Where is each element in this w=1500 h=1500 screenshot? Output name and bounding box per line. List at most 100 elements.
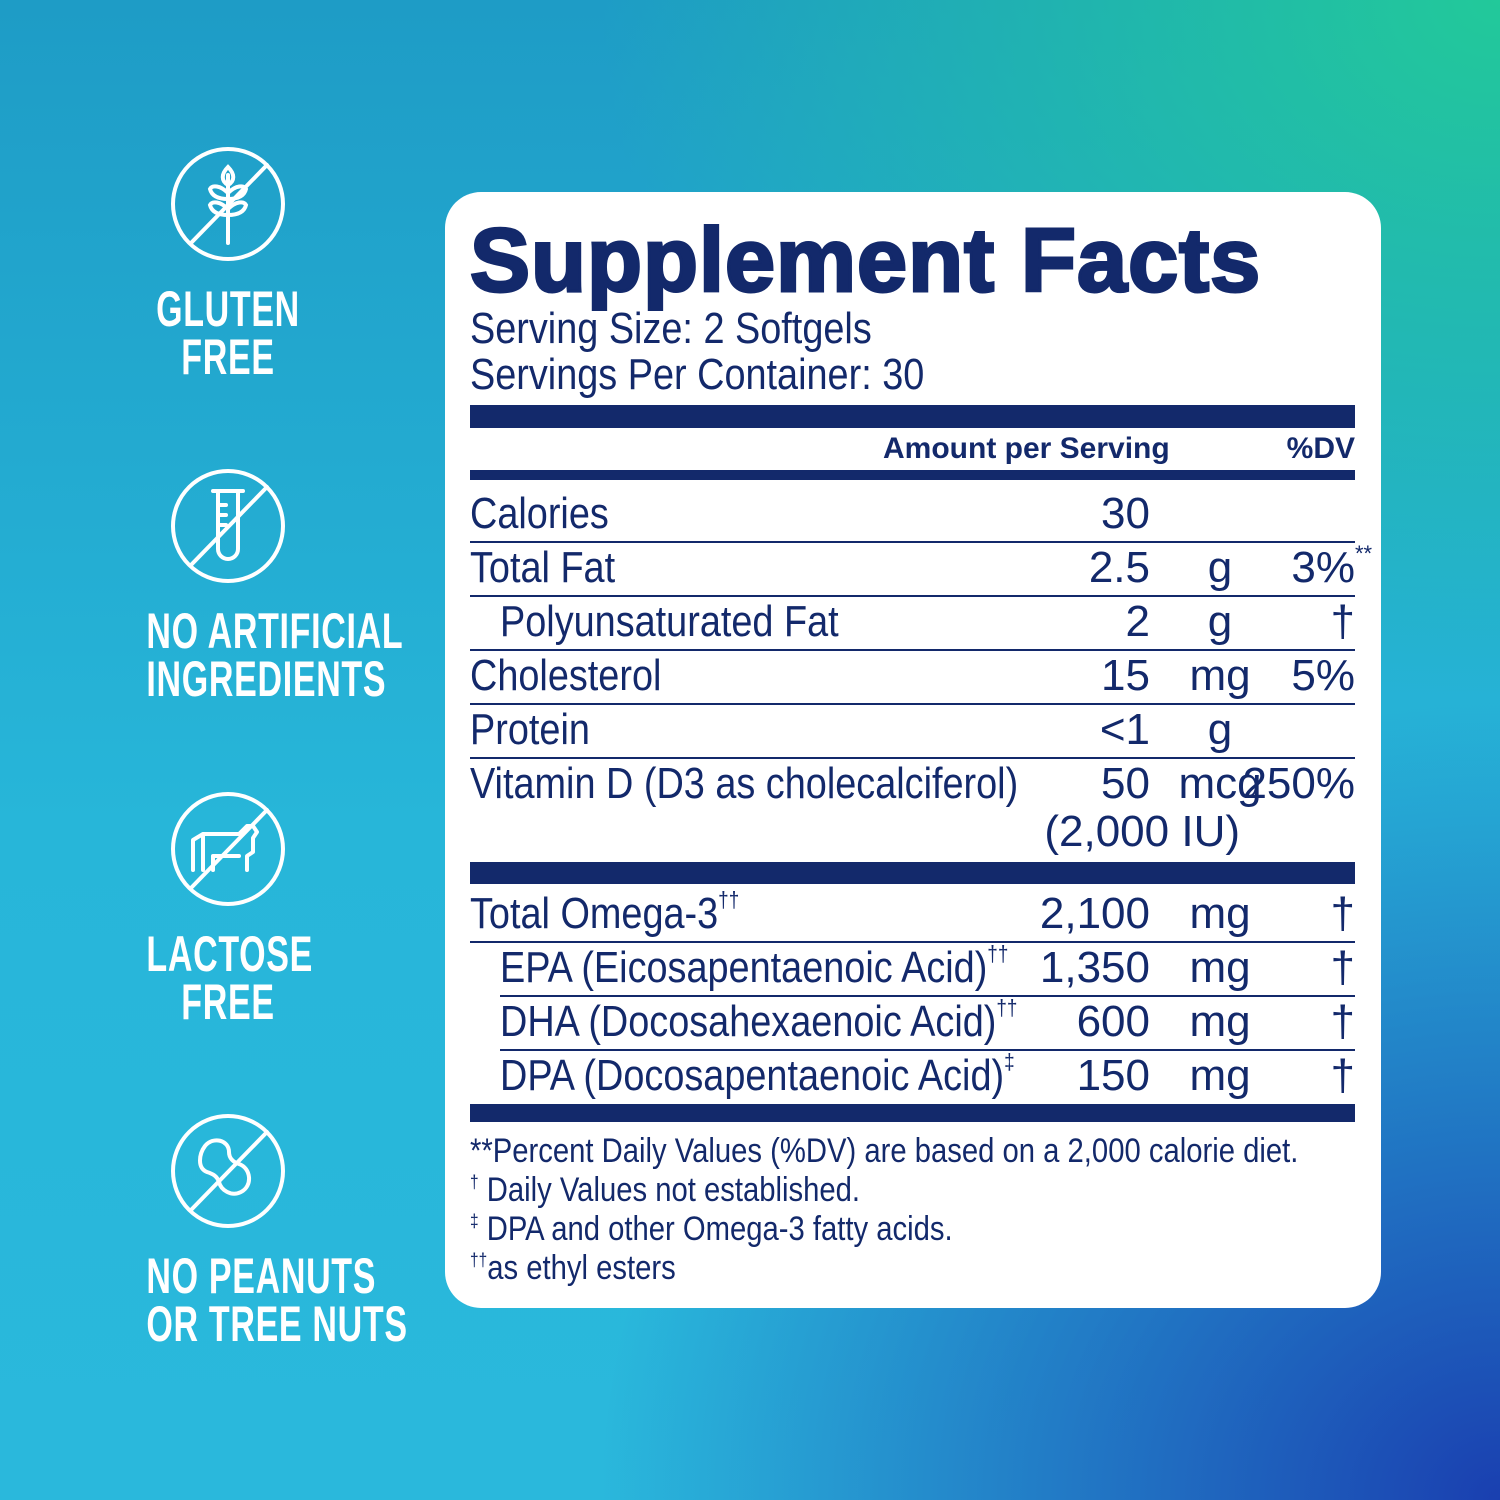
nutrient-unit: mg	[1189, 889, 1251, 938]
footnote: ‡ DPA and other Omega-3 fatty acids.	[470, 1210, 1031, 1248]
footnote-text: † Daily Values not established.	[470, 1171, 860, 1209]
divider-thick	[470, 862, 1355, 884]
row-divider	[470, 595, 1355, 597]
dv-value: †	[1330, 997, 1355, 1046]
nutrient-name-text: DPA (Docosapentaenoic Acid)	[500, 1051, 1005, 1100]
nutrient-name-text: Polyunsaturated Fat	[500, 597, 839, 646]
footnote-mark: ††	[470, 1250, 488, 1270]
nutrient-name-text: Vitamin D (D3 as cholecalciferol)	[470, 759, 1019, 808]
nutrient-name: Total Fat	[470, 543, 615, 593]
nutrient-name: Polyunsaturated Fat	[500, 597, 839, 647]
footnote: **Percent Daily Values (%DV) are based o…	[470, 1132, 1433, 1170]
nutrient-amount: 600	[1076, 997, 1150, 1046]
nutrient-name-text: Protein	[470, 705, 590, 754]
header-dv: %DV	[1286, 432, 1355, 465]
nutrient-name: DHA (Docosahexaenoic Acid)††	[500, 997, 1017, 1047]
no-lactose-cow-icon	[171, 792, 285, 906]
nutrient-name-text: EPA (Eicosapentaenoic Acid)	[500, 943, 988, 992]
nutrient-dv: †	[1331, 997, 1355, 1047]
footnote: ††as ethyl esters	[470, 1249, 709, 1287]
nutrient-dv: †	[1331, 1051, 1355, 1101]
footnote-text: **Percent Daily Values (%DV) are based o…	[470, 1132, 1298, 1170]
nutrient-name: Calories	[470, 489, 609, 539]
nutrient-name: Protein	[470, 705, 590, 755]
footnote-mark: ††	[996, 995, 1018, 1020]
badge-label: NO PEANUTS	[146, 1248, 377, 1304]
no-artificial-test-tube-icon	[171, 469, 285, 583]
nutrient-unit: g	[1207, 543, 1233, 592]
header-amount: Amount per Serving	[883, 432, 1170, 465]
badge-label: FREE	[181, 329, 275, 385]
nutrient-name-text: Total Omega-3	[470, 889, 719, 938]
nutrient-name: EPA (Eicosapentaenoic Acid)††	[500, 943, 1008, 993]
nutrient-dv: 250%	[1242, 759, 1355, 809]
nutrient-unit: g	[1207, 597, 1233, 646]
nutrient-row: Polyunsaturated Fat 2 g †	[470, 597, 1355, 651]
footnote-body: as ethyl esters	[487, 1249, 676, 1287]
badge-gluten-free: GLUTEN FREE	[108, 145, 348, 385]
footnote-mark: ††	[987, 941, 1009, 966]
nutrient-dv: †	[1331, 597, 1355, 647]
nutrient-unit: g	[1207, 705, 1233, 754]
row-divider	[470, 649, 1355, 651]
nutrient-unit: mcg	[1178, 759, 1262, 808]
nutrient-unit: mg	[1189, 1051, 1251, 1100]
nutrient-amount: 50	[1101, 759, 1150, 808]
nutrient-row: Cholesterol 15 mg 5%	[470, 651, 1355, 705]
nutrient-row: Vitamin D (D3 as cholecalciferol) 50 mcg 25…	[470, 759, 1355, 861]
nutrient-name-text: Calories	[470, 489, 609, 538]
dv-value: 250%	[1242, 759, 1355, 808]
no-peanut-icon	[171, 1114, 285, 1228]
nutrient-name-text: DHA (Docosahexaenoic Acid)	[500, 997, 997, 1046]
badge-lactose-free: LACTOSE FREE	[108, 790, 348, 1030]
dv-value: 3%	[1291, 543, 1355, 592]
dv-value: †	[1330, 597, 1355, 646]
row-divider	[470, 703, 1355, 705]
badge-label: FREE	[181, 974, 275, 1030]
footnote-body: Daily Values not established.	[478, 1171, 861, 1209]
divider-thick	[470, 405, 1355, 428]
nutrient-unit: mg	[1189, 997, 1251, 1046]
row-divider	[470, 757, 1355, 759]
nutrient-unit: mg	[1189, 651, 1251, 700]
nutrient-amount: 2.5	[1088, 543, 1150, 592]
dv-value: 5%	[1291, 651, 1355, 700]
nutrient-dv: 5%	[1291, 651, 1355, 701]
nutrient-amount: 150	[1076, 1051, 1150, 1100]
nutrient-amount: 30	[1101, 489, 1150, 538]
divider-thick	[470, 1104, 1355, 1122]
nutrient-amount: 2,100	[1039, 889, 1150, 938]
nutrient-amount: 2	[1125, 597, 1150, 646]
badge-label: LACTOSE	[146, 926, 313, 982]
panel-title: Supplement Facts	[468, 210, 1262, 313]
dv-value: †	[1330, 943, 1355, 992]
dv-value: †	[1330, 1051, 1355, 1100]
footnote-text: ‡ DPA and other Omega-3 fatty acids.	[470, 1210, 953, 1248]
footnote-body: **Percent Daily Values (%DV) are based o…	[470, 1132, 1299, 1170]
footnote-mark: **	[1355, 541, 1373, 566]
footnote-mark: ‡	[470, 1211, 479, 1231]
row-divider	[500, 995, 1355, 997]
badge-label: NO ARTIFICIAL	[146, 603, 404, 659]
footnote-mark: †	[470, 1172, 479, 1192]
footnote-mark: ‡	[1004, 1049, 1015, 1074]
badge-label: OR TREE NUTS	[146, 1296, 408, 1352]
footnote: † Daily Values not established.	[470, 1171, 924, 1209]
row-divider	[470, 541, 1355, 543]
footnote-mark: ††	[718, 887, 740, 912]
footnote-body: DPA and other Omega-3 fatty acids.	[478, 1210, 953, 1248]
nutrient-row: Total Omega-3†† 2,100 mg †	[470, 889, 1355, 943]
dv-value: †	[1330, 889, 1355, 938]
nutrient-name: Cholesterol	[470, 651, 661, 701]
nutrient-name-text: Cholesterol	[470, 651, 662, 700]
nutrient-row: DPA (Docosapentaenoic Acid)‡ 150 mg †	[470, 1051, 1355, 1105]
nutrient-amount: 15	[1101, 651, 1150, 700]
serving-size: Serving Size: 2 Softgels	[470, 304, 872, 353]
nutrient-row: EPA (Eicosapentaenoic Acid)†† 1,350 mg †	[470, 943, 1355, 997]
nutrient-name: Total Omega-3††	[470, 889, 739, 939]
nutrient-name-text: Total Fat	[470, 543, 616, 592]
row-divider	[470, 941, 1355, 943]
nutrient-row: Total Fat 2.5 g 3% **	[470, 543, 1372, 597]
nutrient-extra: (2,000 IU)	[1044, 807, 1240, 856]
nutrient-amount: 1,350	[1039, 943, 1150, 992]
